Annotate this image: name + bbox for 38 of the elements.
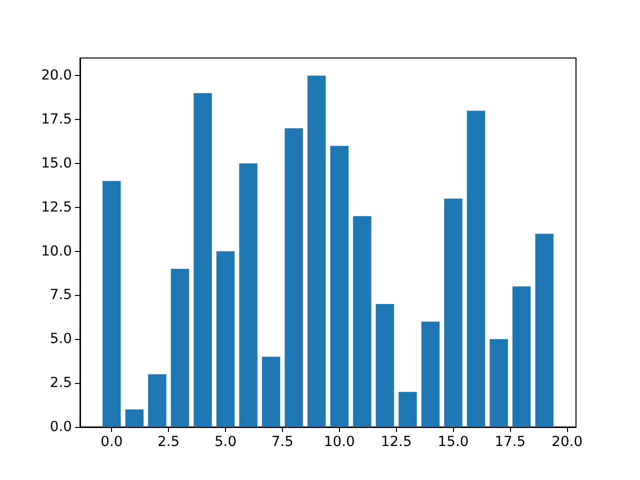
bar: [535, 234, 554, 427]
x-tick-label: 12.5: [380, 434, 412, 450]
x-tick-label: 2.5: [158, 434, 180, 450]
y-tick-label: 20.0: [41, 68, 72, 84]
x-tick-label: 17.5: [494, 434, 526, 450]
bar: [490, 339, 508, 427]
x-tick-label: 7.5: [271, 434, 294, 450]
bar: [148, 374, 166, 427]
y-tick-label: 12.5: [41, 199, 72, 216]
bar: [102, 181, 121, 427]
y-tick-label: 2.5: [50, 375, 72, 392]
x-tick-label: 0.0: [100, 434, 123, 450]
x-tick-label: 20.0: [552, 434, 583, 450]
y-tick-label: 15.0: [41, 155, 72, 172]
x-tick-label: 5.0: [214, 434, 237, 450]
y-tick-label: 10.0: [41, 243, 72, 260]
bar: [466, 110, 486, 427]
bar: [421, 322, 440, 427]
bar: [194, 93, 212, 427]
bar: [125, 409, 144, 427]
bar: [444, 198, 462, 427]
bar: [216, 251, 235, 427]
bar: [262, 356, 280, 427]
bar: [353, 216, 372, 427]
bar: [170, 268, 190, 427]
bar: [376, 304, 394, 427]
y-tick-label: 7.5: [50, 287, 72, 304]
bar: [308, 76, 326, 427]
bar: [330, 146, 348, 427]
y-tick-label: 5.0: [50, 331, 72, 348]
y-tick-label: 0.0: [50, 419, 72, 435]
bar: [284, 128, 303, 427]
x-tick-label: 10.0: [324, 434, 355, 450]
x-tick-label: 15.0: [438, 434, 469, 450]
bar: [512, 286, 531, 427]
y-tick-label: 17.5: [41, 112, 72, 128]
bar: [398, 392, 417, 427]
bar: [239, 163, 258, 427]
